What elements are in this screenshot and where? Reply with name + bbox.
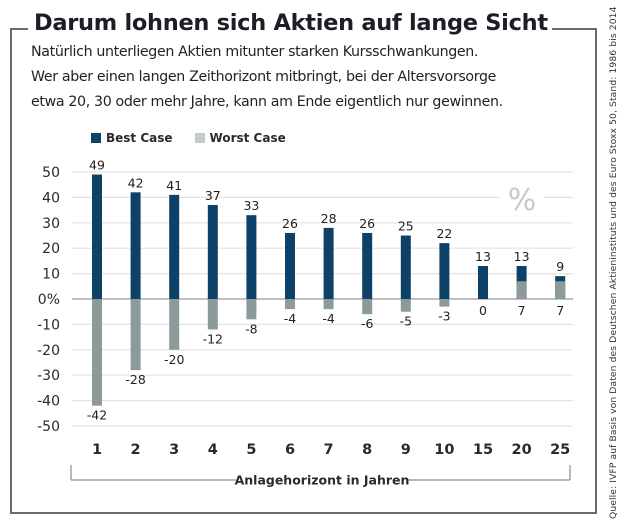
frame-right <box>595 28 597 514</box>
data-label-worst-case: -6 <box>361 316 374 331</box>
bar-worst-case <box>207 299 218 330</box>
data-label-best-case: 41 <box>166 178 182 193</box>
data-label-worst-case: -28 <box>125 372 145 387</box>
legend-label-worst-case: Worst Case <box>209 131 286 145</box>
data-label-worst-case: -8 <box>245 321 258 336</box>
bars-layer <box>92 174 566 406</box>
x-tick-label: 1 <box>92 442 102 458</box>
legend-item-best-case: Best Case <box>91 131 173 145</box>
data-label-worst-case: 7 <box>518 303 526 318</box>
data-label-worst-case: -20 <box>164 352 184 367</box>
data-label-worst-case: -3 <box>438 309 450 324</box>
subtitle-line-2: Wer aber einen langen Zeithorizont mitbr… <box>31 69 496 85</box>
bar-best-case <box>246 215 257 299</box>
y-tick-label: 50 <box>42 165 60 181</box>
frame-left <box>10 28 12 514</box>
data-label-worst-case: -4 <box>322 311 335 326</box>
bar-worst-case <box>130 299 141 371</box>
data-label-best-case: 13 <box>475 249 491 264</box>
x-tick-label: 6 <box>285 442 295 458</box>
x-axis-title: Anlagehorizont in Jahren <box>235 473 410 488</box>
y-tick-label: 40 <box>42 190 60 206</box>
bar-best-case <box>362 232 373 299</box>
y-tick-label: -20 <box>37 343 60 359</box>
bar-best-case <box>400 235 411 299</box>
legend-swatch-worst-case <box>194 133 205 143</box>
data-label-worst-case: -4 <box>284 311 297 326</box>
data-label-best-case: 22 <box>436 226 452 241</box>
percent-mark-background <box>500 180 544 216</box>
x-tick-label: 25 <box>550 442 570 458</box>
x-tick-label: 8 <box>362 442 372 458</box>
y-tick-label: 30 <box>42 216 60 232</box>
x-tick-label: 10 <box>434 442 454 458</box>
bar-best-case <box>207 205 218 299</box>
x-tick-label: 15 <box>473 442 493 458</box>
x-tick-label: 2 <box>131 442 141 458</box>
chart-title: Darum lohnen sich Aktien auf lange Sicht <box>30 10 552 36</box>
frame-bottom <box>10 512 597 514</box>
legend-swatch-best-case <box>91 133 101 143</box>
bar-worst-case <box>169 299 180 350</box>
y-tick-label: -10 <box>37 317 60 333</box>
data-label-best-case: 33 <box>243 198 259 213</box>
labels-layer: 49 -42 42 -28 41 -20 37 -12 33 -8 26 -4 28 -4 26 -6 25 -5… <box>87 158 564 423</box>
bar-best-case <box>92 174 102 299</box>
data-label-best-case: 28 <box>321 211 337 226</box>
frame-top-left <box>10 28 28 30</box>
data-label-worst-case: -12 <box>203 331 223 346</box>
bar-best-case <box>285 232 295 299</box>
bar-worst-case <box>285 299 295 310</box>
data-label-best-case: 26 <box>359 216 375 231</box>
bar-best-case <box>323 227 334 299</box>
bar-best-case <box>478 265 488 299</box>
data-label-worst-case: 7 <box>556 303 564 318</box>
y-tick-label: -50 <box>37 419 60 435</box>
y-tick-label: -30 <box>37 368 60 384</box>
y-tick-label: -40 <box>37 394 60 410</box>
legend-label-best-case: Best Case <box>106 131 173 145</box>
legend: Best Case Worst Case <box>91 131 308 145</box>
percent-unit-mark: % <box>508 183 537 218</box>
data-label-best-case: 26 <box>282 216 298 231</box>
y-tick-label: 20 <box>42 241 60 257</box>
data-label-worst-case: -42 <box>87 408 107 423</box>
bar-worst-case <box>92 299 102 406</box>
data-label-worst-case: 0 <box>479 303 487 318</box>
bar-worst-case <box>555 281 566 299</box>
data-label-best-case: 13 <box>514 249 530 264</box>
bar-worst-case <box>362 299 373 315</box>
bar-worst-case <box>516 281 527 299</box>
x-tick-label: 5 <box>246 442 256 458</box>
bar-worst-case <box>323 299 334 310</box>
data-label-best-case: 9 <box>556 259 564 274</box>
subtitle-line-1: Natürlich unterliegen Aktien mitunter st… <box>31 44 479 60</box>
x-tick-label: 3 <box>169 442 179 458</box>
legend-item-worst-case: Worst Case <box>194 131 286 145</box>
source-note: Quelle: IVFP auf Basis von Daten des Deu… <box>608 6 619 519</box>
x-tick-label: 4 <box>208 442 218 458</box>
bar-best-case <box>439 243 450 299</box>
x-tick-label: 7 <box>324 442 334 458</box>
bar-best-case <box>169 194 180 299</box>
data-label-worst-case: -5 <box>400 314 412 329</box>
bar-worst-case <box>400 299 411 312</box>
grid-layer: % <box>72 171 573 427</box>
data-label-best-case: 37 <box>205 188 221 203</box>
bar-worst-case <box>439 299 450 307</box>
subtitle-line-3: etwa 20, 30 oder mehr Jahre, kann am End… <box>31 94 503 110</box>
x-tick-label: 20 <box>512 442 532 458</box>
data-label-best-case: 25 <box>398 219 414 234</box>
x-tick-label: 9 <box>401 442 411 458</box>
bar-worst-case <box>246 299 257 320</box>
data-label-best-case: 49 <box>89 158 105 173</box>
y-tick-label: 10 <box>42 267 60 283</box>
data-label-best-case: 42 <box>128 175 144 190</box>
bar-best-case <box>130 192 141 299</box>
y-tick-label: 0% <box>38 292 60 308</box>
